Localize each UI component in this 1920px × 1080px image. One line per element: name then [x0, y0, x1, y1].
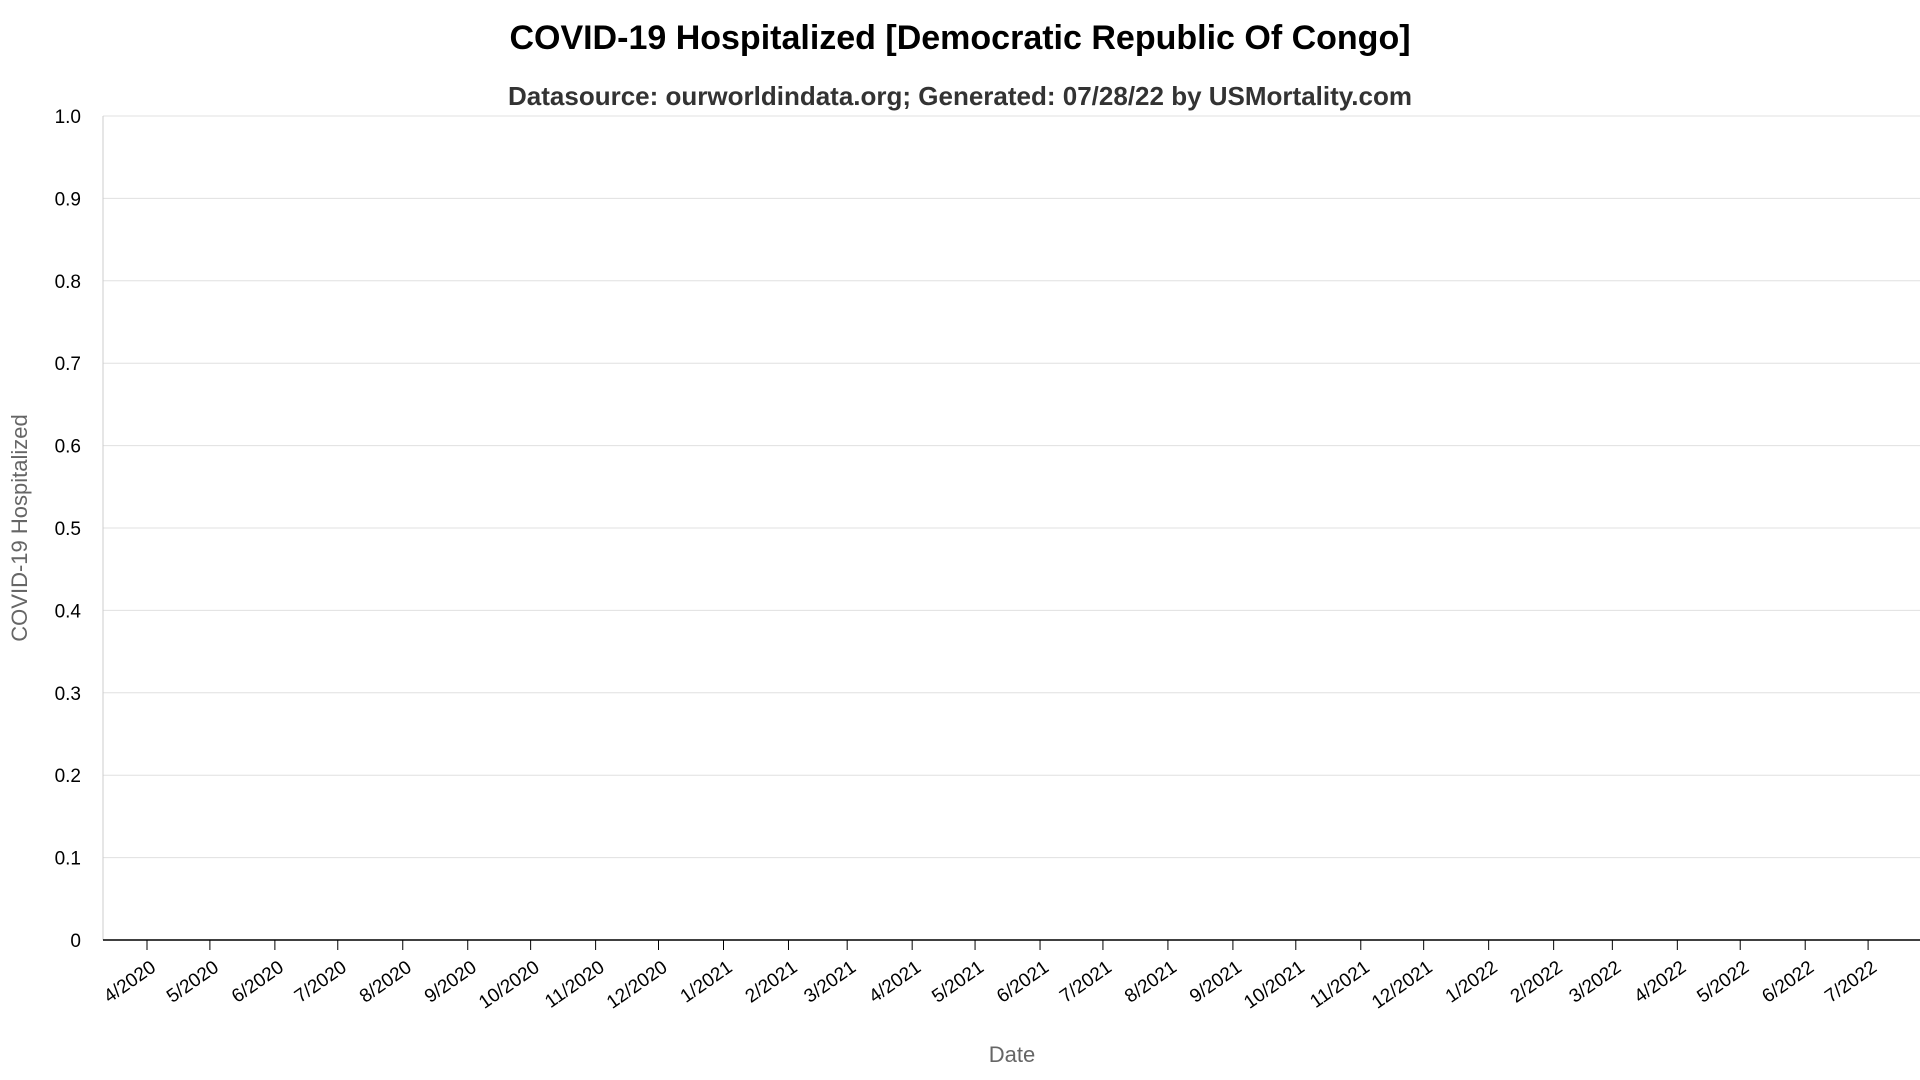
x-tick-label: 10/2021: [1240, 957, 1308, 1014]
x-tick-label: 6/2022: [1758, 957, 1818, 1008]
x-tick-label: 12/2021: [1368, 957, 1436, 1014]
y-tick-label: 0: [70, 931, 81, 952]
y-axis-ticks: 0 0.1 0.2 0.3 0.4 0.5 0.6 0.7 0.8 0.9 1.0: [55, 107, 82, 952]
x-tick-label: 4/2022: [1631, 957, 1691, 1008]
x-tick-label: 4/2021: [865, 957, 925, 1008]
y-tick-label: 0.6: [55, 437, 81, 458]
y-tick-label: 0.9: [55, 189, 81, 210]
y-tick-label: 0.3: [55, 684, 81, 705]
x-axis-ticks: 4/2020 5/2020 6/2020 7/2020 8/2020 9/202010/2…: [100, 940, 1881, 1013]
y-tick-label: 0.2: [55, 766, 81, 787]
y-tick-label: 0.4: [55, 601, 82, 622]
y-axis-title: COVID-19 Hospitalized: [7, 414, 32, 641]
x-tick-label: 7/2021: [1056, 957, 1116, 1008]
x-tick-label: 2/2022: [1507, 957, 1567, 1008]
y-tick-label: 1.0: [55, 107, 81, 128]
x-tick-label: 7/2020: [291, 957, 351, 1008]
x-tick-label: 8/2020: [356, 957, 416, 1008]
x-tick-label: 2/2021: [742, 957, 802, 1008]
x-tick-label: 3/2021: [800, 957, 860, 1008]
x-tick-label: 11/2021: [1306, 957, 1373, 1013]
y-tick-label: 0.1: [55, 849, 81, 870]
x-tick-label: 10/2020: [475, 957, 543, 1014]
y-tick-label: 0.5: [55, 519, 81, 540]
x-tick-label: 7/2022: [1821, 957, 1881, 1008]
chart-subtitle: Datasource: ourworldindata.org; Generate…: [508, 81, 1412, 111]
x-tick-label: 6/2021: [993, 957, 1053, 1008]
x-tick-label: 1/2021: [677, 957, 737, 1008]
x-tick-label: 5/2020: [163, 957, 223, 1008]
x-tick-label: 4/2020: [100, 957, 160, 1008]
x-tick-label: 9/2020: [421, 957, 481, 1008]
x-tick-label: 5/2022: [1693, 957, 1753, 1008]
x-tick-label: 11/2020: [541, 957, 608, 1013]
x-tick-label: 8/2021: [1121, 957, 1181, 1008]
x-axis-title: Date: [989, 1042, 1035, 1067]
x-tick-label: 5/2021: [928, 957, 988, 1008]
x-tick-label: 1/2022: [1442, 957, 1502, 1008]
x-tick-label: 6/2020: [228, 957, 288, 1008]
grid-lines: [103, 115, 1920, 859]
x-tick-label: 3/2022: [1566, 957, 1626, 1008]
x-tick-label: 12/2020: [603, 957, 671, 1014]
y-tick-label: 0.7: [55, 354, 81, 375]
chart-title: COVID-19 Hospitalized [Democratic Republ…: [509, 19, 1410, 57]
y-tick-label: 0.8: [55, 272, 81, 293]
x-tick-label: 9/2021: [1186, 957, 1246, 1008]
